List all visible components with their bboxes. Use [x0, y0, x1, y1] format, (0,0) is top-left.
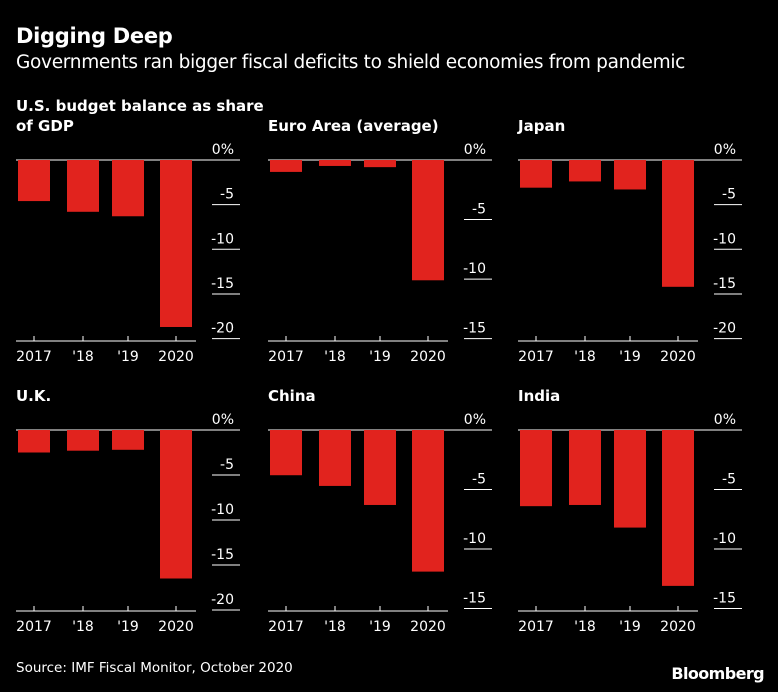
x-tick-label-uk: '19: [117, 619, 139, 635]
bar-us-1: [67, 160, 99, 212]
y-tick-label-japan: -15: [713, 276, 736, 292]
bar-euro-area-2: [364, 160, 396, 168]
bar-euro-area-3: [412, 160, 444, 281]
y-tick-label-china: -15: [463, 591, 486, 607]
x-tick-label-euro-area: '19: [369, 349, 391, 365]
y-tick-label-uk: -5: [220, 457, 234, 473]
bar-china-1: [319, 430, 351, 486]
x-tick-label-us: '18: [72, 349, 94, 365]
bar-india-1: [569, 430, 601, 505]
x-tick-label-uk: 2017: [16, 619, 52, 635]
y-tick-label-japan: 0%: [714, 142, 736, 158]
bar-china-2: [364, 430, 396, 505]
y-tick-label-uk: 0%: [212, 412, 234, 428]
bar-india-3: [662, 430, 694, 586]
bar-india-0: [520, 430, 552, 507]
x-tick-label-japan: 2020: [660, 349, 696, 365]
bloomberg-logo: Bloomberg: [671, 664, 764, 683]
y-tick-label-euro-area: -10: [463, 261, 486, 277]
panel-title-us: U.S. budget balance as share of GDP: [16, 97, 264, 135]
y-tick-label-uk: -20: [211, 592, 234, 608]
bar-uk-3: [160, 430, 192, 579]
bar-uk-2: [112, 430, 144, 450]
x-tick-label-uk: 2020: [158, 619, 194, 635]
x-tick-label-us: 2020: [158, 349, 194, 365]
bar-china-0: [270, 430, 302, 476]
y-tick-label-euro-area: -15: [463, 321, 486, 337]
x-tick-label-china: 2020: [410, 619, 446, 635]
x-tick-label-china: 2017: [268, 619, 304, 635]
panel-title-japan: Japan: [518, 117, 566, 135]
y-tick-label-india: -5: [722, 472, 736, 488]
chart-subtitle: Governments ran bigger fiscal deficits t…: [16, 52, 686, 73]
x-tick-label-china: '19: [369, 619, 391, 635]
y-tick-label-us: 0%: [212, 142, 234, 158]
y-tick-label-uk: -15: [211, 547, 234, 563]
bar-us-2: [112, 160, 144, 217]
bar-uk-0: [18, 430, 50, 453]
source-note: Source: IMF Fiscal Monitor, October 2020: [16, 660, 293, 676]
chart-title: Digging Deep: [16, 24, 173, 48]
bar-japan-0: [520, 160, 552, 188]
x-tick-label-uk: '18: [72, 619, 94, 635]
x-tick-label-india: '18: [574, 619, 596, 635]
bar-euro-area-1: [319, 160, 351, 166]
bar-japan-1: [569, 160, 601, 182]
y-tick-label-euro-area: -5: [472, 202, 486, 218]
x-tick-label-euro-area: 2020: [410, 349, 446, 365]
y-tick-label-china: -10: [463, 531, 486, 547]
bar-japan-3: [662, 160, 694, 287]
bar-india-2: [614, 430, 646, 528]
y-tick-label-india: -15: [713, 591, 736, 607]
y-tick-label-china: 0%: [464, 412, 486, 428]
panel-title-india: India: [518, 387, 561, 405]
bar-japan-2: [614, 160, 646, 190]
y-tick-label-japan: -10: [713, 231, 736, 247]
bar-us-0: [18, 160, 50, 202]
x-tick-label-japan: '19: [619, 349, 641, 365]
bar-uk-1: [67, 430, 99, 451]
x-tick-label-japan: 2017: [518, 349, 554, 365]
x-tick-label-india: 2017: [518, 619, 554, 635]
y-tick-label-euro-area: 0%: [464, 142, 486, 158]
y-tick-label-india: -10: [713, 531, 736, 547]
x-tick-label-india: '19: [619, 619, 641, 635]
x-tick-label-euro-area: '18: [324, 349, 346, 365]
y-tick-label-us: -10: [211, 231, 234, 247]
panel-title-china: China: [268, 387, 316, 405]
panel-title-uk: U.K.: [16, 387, 52, 405]
x-tick-label-euro-area: 2017: [268, 349, 304, 365]
y-tick-label-india: 0%: [714, 412, 736, 428]
y-tick-label-us: -5: [220, 187, 234, 203]
y-tick-label-japan: -5: [722, 187, 736, 203]
x-tick-label-us: 2017: [16, 349, 52, 365]
y-tick-label-us: -20: [211, 321, 234, 337]
panel-title-euro-area: Euro Area (average): [268, 117, 439, 135]
y-tick-label-japan: -20: [713, 321, 736, 337]
bar-china-3: [412, 430, 444, 572]
bar-euro-area-0: [270, 160, 302, 172]
x-tick-label-us: '19: [117, 349, 139, 365]
y-tick-label-china: -5: [472, 472, 486, 488]
y-tick-label-uk: -10: [211, 502, 234, 518]
bar-us-3: [160, 160, 192, 327]
x-tick-label-japan: '18: [574, 349, 596, 365]
x-tick-label-china: '18: [324, 619, 346, 635]
y-tick-label-us: -15: [211, 276, 234, 292]
x-tick-label-india: 2020: [660, 619, 696, 635]
